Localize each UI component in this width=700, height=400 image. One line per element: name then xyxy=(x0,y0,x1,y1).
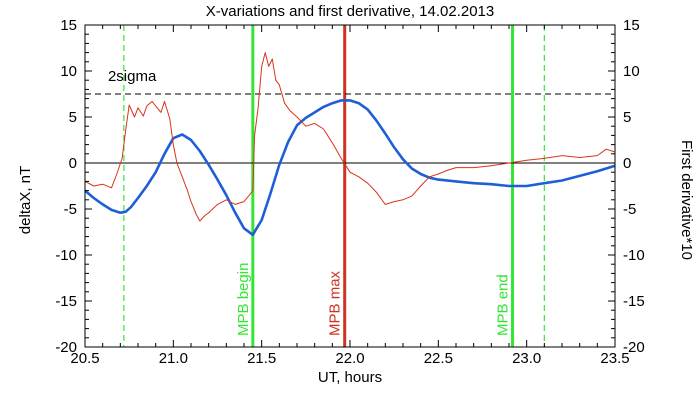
y-tick-label-right: 5 xyxy=(623,109,631,126)
y-tick-label-left: 10 xyxy=(60,63,77,80)
y-tick-label-left: -5 xyxy=(64,201,77,218)
y-tick-label-right: 10 xyxy=(623,63,640,80)
y-tick-label-left: 0 xyxy=(69,155,77,172)
data-series xyxy=(84,52,616,237)
y-tick-label-right: 15 xyxy=(623,17,640,34)
reference-lines xyxy=(85,93,615,164)
x-tick-label: 23.5 xyxy=(600,350,629,367)
mpb-marker-labels: MPB begin MPB max MPB end xyxy=(235,263,512,336)
y-tick-label-left: -10 xyxy=(55,247,77,264)
y-tick-label-right: 0 xyxy=(623,155,631,172)
y-axis-label-right: First derivative*10 xyxy=(678,140,695,260)
x-tick-label: 20.5 xyxy=(70,350,99,367)
derivative-line xyxy=(84,52,616,222)
axis-ticks: 20.5 21.0 21.5 22.0 22.5 23.0 23.5-20 -20-15 -15… xyxy=(55,17,644,367)
y-tick-label-left: 5 xyxy=(69,109,77,126)
x-tick-label: 22.0 xyxy=(335,350,364,367)
x-tick-label: 21.5 xyxy=(247,350,276,367)
mpb-begin-label: MPB begin xyxy=(235,263,252,336)
x-axis-label: UT, hours xyxy=(318,369,382,386)
y-tick-label-right: -20 xyxy=(623,339,645,356)
mpb-max-label: MPB max xyxy=(327,270,344,336)
y-tick-label-right: -10 xyxy=(623,247,645,264)
y-tick-label-right: -15 xyxy=(623,293,645,310)
y-tick-label-left: 15 xyxy=(60,17,77,34)
y-tick-label-left: -20 xyxy=(55,339,77,356)
x-tick-label: 23.0 xyxy=(512,350,541,367)
y-axis-label-left: deltaX, nT xyxy=(17,166,34,234)
y-tick-label-right: -5 xyxy=(623,201,636,218)
mpb-end-label: MPB end xyxy=(495,274,512,336)
y-tick-label-left: -15 xyxy=(55,293,77,310)
chart-title: X-variations and first derivative, 14.02… xyxy=(206,3,495,20)
x-tick-label: 21.0 xyxy=(159,350,188,367)
plot-area: MPB begin MPB max MPB end xyxy=(84,25,616,347)
x-tick-label: 22.5 xyxy=(424,350,453,367)
threshold-label: 2sigma xyxy=(108,68,157,85)
